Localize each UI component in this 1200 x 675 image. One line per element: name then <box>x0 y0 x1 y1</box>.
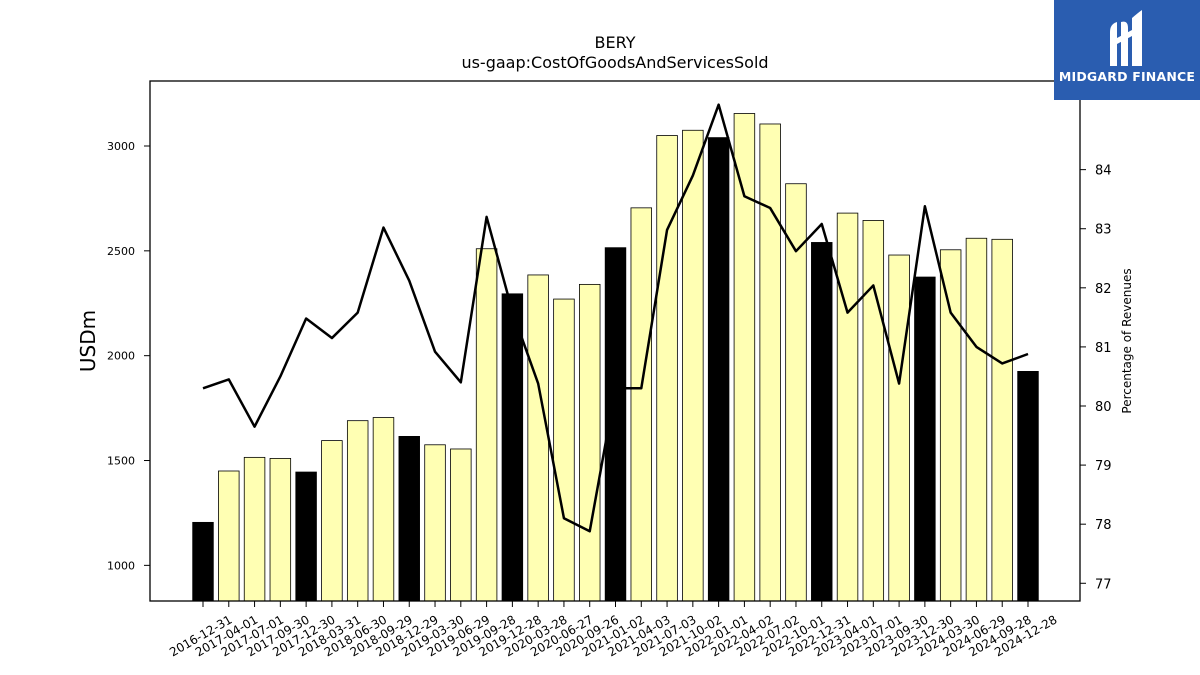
x-axis: 2016-12-312017-04-012017-07-012017-09-30… <box>167 601 1060 659</box>
y-tick-label: 1500 <box>107 455 135 468</box>
bar-2022-04-02 <box>733 113 756 602</box>
y-axis-label: USDm <box>76 310 100 372</box>
logo-mark-icon <box>1110 10 1142 67</box>
bar-2022-10-01 <box>785 183 807 602</box>
bar-2019-12-28 <box>501 293 524 602</box>
y2-tick-label: 81 <box>1095 341 1112 356</box>
bar-2018-03-31 <box>321 440 343 602</box>
bar-2022-12-31 <box>811 242 833 602</box>
bar-2018-09-29 <box>372 417 395 602</box>
bar-2023-04-01 <box>836 212 859 602</box>
bar-series <box>192 113 1039 602</box>
y-tick-label: 3000 <box>107 140 135 153</box>
bar-2022-07-02 <box>759 123 781 602</box>
y2-tick-label: 79 <box>1095 459 1112 474</box>
bar-2017-07-01 <box>243 456 266 602</box>
bar-2019-03-30 <box>424 444 446 602</box>
y2-tick-label: 77 <box>1095 577 1112 592</box>
y2-tick-label: 82 <box>1095 282 1112 297</box>
bar-2020-09-26 <box>579 283 601 602</box>
bar-2020-03-28 <box>527 274 549 602</box>
bar-2017-04-01 <box>218 470 240 602</box>
bar-2023-07-01 <box>862 220 885 602</box>
bar-2017-12-30 <box>295 471 317 602</box>
y2-tick-label: 84 <box>1095 164 1112 179</box>
chart-subtitle: us-gaap:CostOfGoodsAndServicesSold <box>461 53 768 72</box>
bar-2021-07-03 <box>656 135 678 602</box>
bar-2023-09-30 <box>888 254 910 602</box>
y-tick-label: 2500 <box>107 245 135 258</box>
bar-2024-09-28 <box>991 238 1013 602</box>
line-series <box>202 103 1029 533</box>
bar-2018-06-30 <box>346 420 369 602</box>
bar-2016-12-31 <box>192 521 214 602</box>
bar-2019-06-29 <box>450 448 472 602</box>
bar-2020-06-27 <box>553 298 575 602</box>
bar-2018-12-29 <box>398 435 420 602</box>
bar-2019-09-28 <box>475 248 498 602</box>
y2-tick-label: 80 <box>1095 400 1112 415</box>
logo-text: MIDGARD FINANCE <box>1058 69 1196 84</box>
y2-tick-label: 83 <box>1095 223 1112 238</box>
y-tick-label: 1000 <box>107 559 135 572</box>
bar-2017-09-30 <box>269 458 292 602</box>
chart-title: BERY <box>595 33 636 52</box>
y2-axis-label: Percentage of Revenues <box>1120 268 1134 413</box>
bar-2023-12-30 <box>914 276 936 602</box>
y2-tick-label: 78 <box>1095 518 1112 533</box>
bar-2022-01-01 <box>707 137 730 602</box>
bar-2021-04-03 <box>630 207 652 602</box>
y-tick-label: 2000 <box>107 350 135 363</box>
y-axis-left: 1000 1500 2000 2500 3000 <box>107 140 150 572</box>
bar-2021-10-02 <box>682 129 704 602</box>
y-axis-right: 77 78 79 80 81 82 83 84 <box>1080 164 1112 592</box>
bar-2024-03-30 <box>939 249 962 602</box>
bar-2024-06-29 <box>965 237 988 602</box>
brand-logo: MIDGARD FINANCE <box>1054 0 1200 100</box>
bar-2024-12-28 <box>1017 370 1039 602</box>
